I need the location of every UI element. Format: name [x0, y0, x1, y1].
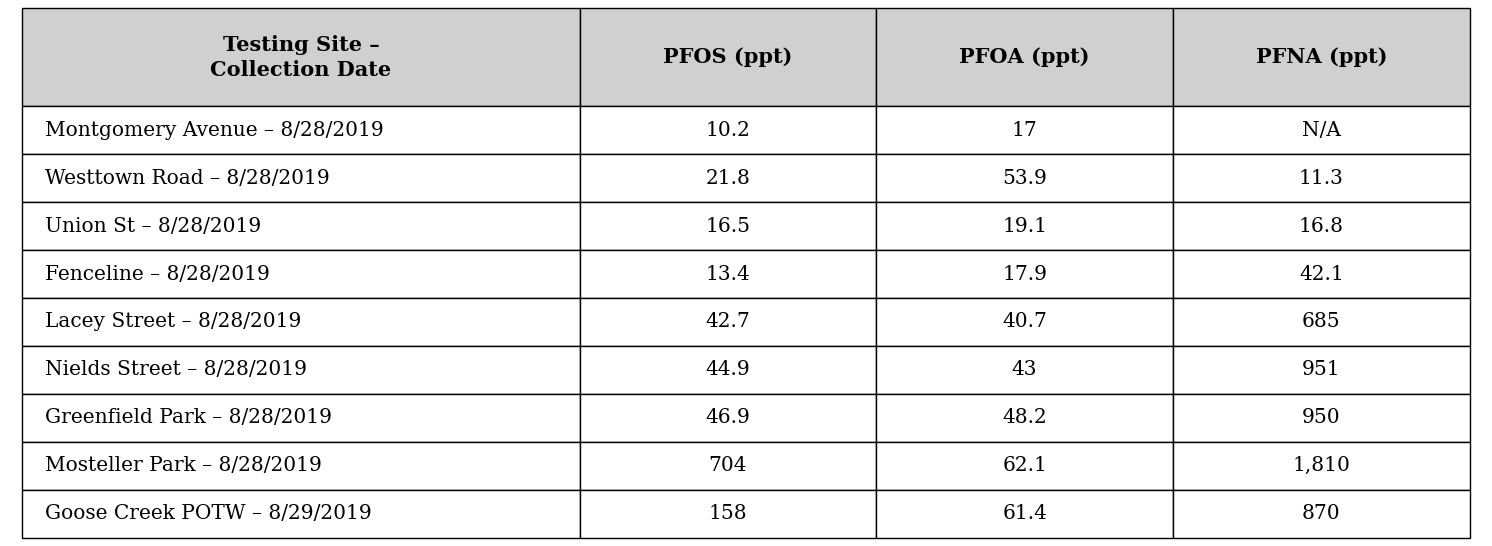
Bar: [22, 250, 579, 298]
Text: Lacey Street – 8/28/2019: Lacey Street – 8/28/2019: [45, 312, 301, 331]
Bar: [579, 154, 876, 202]
Text: 48.2: 48.2: [1003, 408, 1047, 428]
Bar: [22, 154, 579, 202]
Bar: [579, 250, 876, 298]
Bar: [1173, 346, 1470, 394]
Text: 704: 704: [709, 456, 747, 476]
Text: 42.7: 42.7: [706, 312, 750, 331]
Text: Union St – 8/28/2019: Union St – 8/28/2019: [45, 217, 261, 235]
Bar: [876, 298, 1173, 346]
Bar: [22, 346, 579, 394]
Bar: [1173, 298, 1470, 346]
Bar: [876, 490, 1173, 538]
Text: 16.5: 16.5: [706, 217, 750, 235]
Bar: [22, 8, 579, 106]
Bar: [1173, 394, 1470, 442]
Bar: [876, 346, 1173, 394]
Text: 61.4: 61.4: [1003, 505, 1047, 523]
Text: 19.1: 19.1: [1003, 217, 1047, 235]
Text: Westtown Road – 8/28/2019: Westtown Road – 8/28/2019: [45, 169, 330, 188]
Bar: [876, 394, 1173, 442]
Bar: [579, 106, 876, 154]
Bar: [1173, 490, 1470, 538]
Bar: [22, 106, 579, 154]
Text: PFNA (ppt): PFNA (ppt): [1256, 47, 1388, 67]
Bar: [579, 202, 876, 250]
Bar: [22, 298, 579, 346]
Bar: [1173, 8, 1470, 106]
Text: Montgomery Avenue – 8/28/2019: Montgomery Avenue – 8/28/2019: [45, 121, 383, 140]
Text: 13.4: 13.4: [706, 264, 750, 283]
Bar: [876, 8, 1173, 106]
Text: Fenceline – 8/28/2019: Fenceline – 8/28/2019: [45, 264, 270, 283]
Text: 951: 951: [1303, 360, 1341, 379]
Text: 46.9: 46.9: [706, 408, 750, 428]
Text: Goose Creek POTW – 8/29/2019: Goose Creek POTW – 8/29/2019: [45, 505, 372, 523]
Text: 40.7: 40.7: [1003, 312, 1047, 331]
Text: 16.8: 16.8: [1298, 217, 1344, 235]
Bar: [876, 202, 1173, 250]
Text: Greenfield Park – 8/28/2019: Greenfield Park – 8/28/2019: [45, 408, 331, 428]
Bar: [579, 298, 876, 346]
Bar: [579, 8, 876, 106]
Bar: [876, 106, 1173, 154]
Text: 42.1: 42.1: [1300, 264, 1344, 283]
Bar: [579, 346, 876, 394]
Text: 158: 158: [709, 505, 747, 523]
Bar: [579, 442, 876, 490]
Text: N/A: N/A: [1303, 121, 1341, 140]
Text: 44.9: 44.9: [706, 360, 750, 379]
Bar: [1173, 250, 1470, 298]
Bar: [876, 154, 1173, 202]
Text: 17: 17: [1012, 121, 1037, 140]
Text: 870: 870: [1303, 505, 1341, 523]
Text: 1,810: 1,810: [1292, 456, 1350, 476]
Bar: [22, 490, 579, 538]
Bar: [579, 490, 876, 538]
Bar: [876, 442, 1173, 490]
Text: PFOS (ppt): PFOS (ppt): [664, 47, 792, 67]
Text: 43: 43: [1012, 360, 1037, 379]
Bar: [876, 250, 1173, 298]
Text: 950: 950: [1303, 408, 1341, 428]
Text: PFOA (ppt): PFOA (ppt): [959, 47, 1089, 67]
Text: 21.8: 21.8: [706, 169, 750, 188]
Text: Nields Street – 8/28/2019: Nields Street – 8/28/2019: [45, 360, 307, 379]
Text: 17.9: 17.9: [1003, 264, 1047, 283]
Bar: [1173, 154, 1470, 202]
Bar: [579, 394, 876, 442]
Bar: [22, 202, 579, 250]
Text: Testing Site –
Collection Date: Testing Site – Collection Date: [210, 35, 391, 80]
Bar: [22, 394, 579, 442]
Text: 62.1: 62.1: [1003, 456, 1047, 476]
Text: 53.9: 53.9: [1003, 169, 1047, 188]
Text: 11.3: 11.3: [1300, 169, 1344, 188]
Bar: [22, 442, 579, 490]
Bar: [1173, 106, 1470, 154]
Bar: [1173, 202, 1470, 250]
Text: Mosteller Park – 8/28/2019: Mosteller Park – 8/28/2019: [45, 456, 322, 476]
Text: 10.2: 10.2: [706, 121, 750, 140]
Text: 685: 685: [1303, 312, 1341, 331]
Bar: [1173, 442, 1470, 490]
